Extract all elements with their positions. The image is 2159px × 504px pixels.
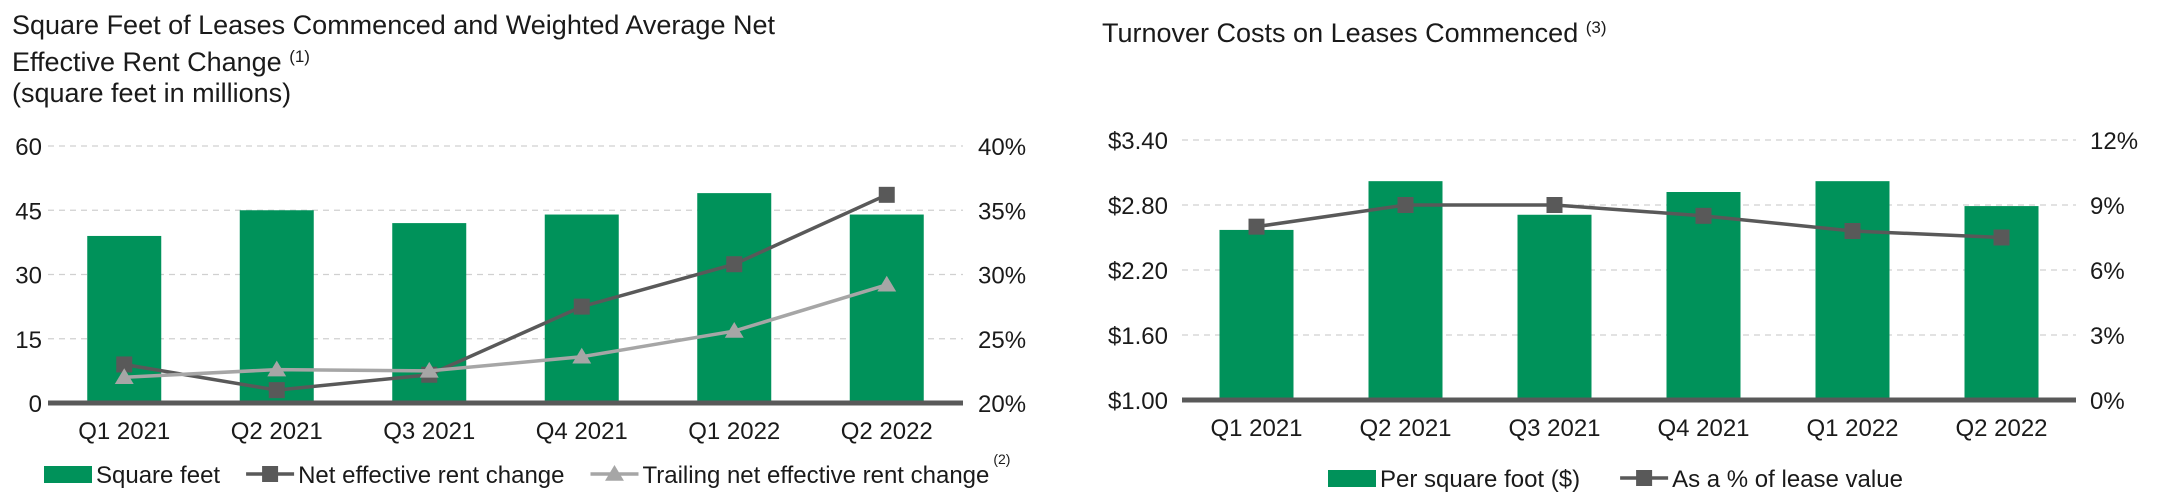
line-point: [1695, 207, 1712, 224]
y-right-tick-label: 9%: [2090, 193, 2125, 220]
x-tick-label: Q1 2021: [78, 418, 170, 445]
x-tick-label: Q3 2021: [1508, 415, 1600, 442]
left-chart-subtitle: (square feet in millions): [12, 78, 292, 108]
y-left-tick-label: $1.60: [1108, 323, 1168, 350]
left-chart-title: Square Feet of Leases Commenced and Weig…: [12, 10, 775, 109]
y-left-tick-label: $3.40: [1108, 128, 1168, 155]
series-line: [1256, 203, 2002, 240]
legend-label: Square feet: [96, 462, 220, 489]
legend-marker: [262, 466, 279, 482]
series-line: [124, 283, 888, 380]
bar: [697, 193, 772, 403]
y-left-tick-label: $2.20: [1108, 258, 1168, 285]
line-point: [1546, 197, 1563, 213]
line-point: [1993, 229, 2010, 246]
y-right-tick-label: 30%: [978, 263, 1026, 290]
y-right-tick-label: 25%: [978, 327, 1026, 354]
bar: [1219, 229, 1294, 400]
y-left-tick-label: 30: [15, 263, 42, 290]
x-tick-label: Q3 2021: [383, 418, 475, 445]
bar: [1815, 181, 1890, 400]
line-point: [1844, 223, 1861, 239]
line-point: [1397, 197, 1414, 213]
bar: [1368, 181, 1443, 400]
legend-marker: [605, 465, 624, 481]
line-point: [114, 368, 134, 385]
left-chart-svg: 0 15 30 45 60 20% 25% 30% 35% 40% Q1 2021 Q2 2021 Q3…: [15, 134, 1026, 489]
y-left-tick-label: 15: [15, 327, 42, 354]
x-tick-label: Q4 2021: [1657, 415, 1749, 442]
y-right-tick-label: 3%: [2090, 323, 2125, 350]
line-point: [419, 361, 439, 378]
y-left-tick-label: 45: [15, 198, 42, 225]
left-title-note: (1): [289, 47, 310, 66]
legend-swatch: [44, 466, 92, 483]
x-tick-label: Q2 2021: [1359, 415, 1451, 442]
left-title-line2: Effective Rent Change: [12, 47, 282, 77]
right-chart-svg: $1.00 $1.60 $2.20 $2.80 $3.40 0% 3% 6% 9% 12% Q1 2…: [1108, 128, 2138, 493]
legend-marker: [1636, 470, 1653, 486]
y-right-tick-label: 0%: [2090, 388, 2125, 415]
y-right-tick-label: 35%: [978, 198, 1026, 225]
line-point: [877, 275, 897, 292]
bar: [849, 214, 924, 403]
line-point: [267, 360, 287, 377]
line-point: [573, 298, 590, 315]
legend-label: Net effective rent change: [298, 462, 564, 489]
x-tick-label: Q2 2022: [1955, 415, 2047, 442]
right-chart-panel: Turnover Costs on Leases Commenced (3) $…: [1090, 0, 2159, 504]
x-tick-label: Q4 2021: [536, 418, 628, 445]
bar: [1517, 214, 1592, 400]
x-tick-label: Q2 2021: [231, 418, 323, 445]
y-left-tick-label: 0: [29, 391, 42, 418]
y-right-tick-label: 20%: [978, 391, 1026, 418]
y-right-tick-label: 6%: [2090, 258, 2125, 285]
right-title-note: (3): [1585, 18, 1607, 37]
y-left-tick-label: 60: [15, 134, 42, 161]
y-left-tick-label: $1.00: [1108, 388, 1168, 415]
line-point: [726, 256, 743, 273]
y-left-tick-label: $2.80: [1108, 193, 1168, 220]
line-point: [724, 322, 744, 338]
legend-swatch: [1328, 470, 1376, 487]
x-tick-label: Q1 2022: [1806, 415, 1898, 442]
y-right-tick-label: 12%: [2090, 128, 2138, 155]
line-point: [268, 382, 285, 399]
legend-label: As a % of lease value: [1672, 466, 1903, 493]
line-point: [878, 186, 895, 203]
bar: [1666, 192, 1741, 400]
x-tick-label: Q2 2022: [841, 418, 933, 445]
left-title-line1: Square Feet of Leases Commenced and Weig…: [12, 10, 775, 40]
legend-note: (2): [993, 451, 1010, 467]
right-title-line1: Turnover Costs on Leases Commenced: [1102, 18, 1579, 48]
right-chart-title: Turnover Costs on Leases Commenced (3): [1102, 12, 1607, 49]
line-point: [116, 356, 133, 373]
y-right-tick-label: 40%: [978, 134, 1026, 161]
legend-label: Per square foot ($): [1380, 466, 1580, 493]
legend-label: Trailing net effective rent change: [642, 462, 989, 489]
series-line: [123, 193, 888, 392]
line-point: [1248, 218, 1265, 235]
x-tick-label: Q1 2022: [688, 418, 780, 445]
line-point: [572, 347, 592, 364]
x-tick-label: Q1 2021: [1210, 415, 1302, 442]
left-chart-panel: Square Feet of Leases Commenced and Weig…: [0, 0, 1060, 504]
